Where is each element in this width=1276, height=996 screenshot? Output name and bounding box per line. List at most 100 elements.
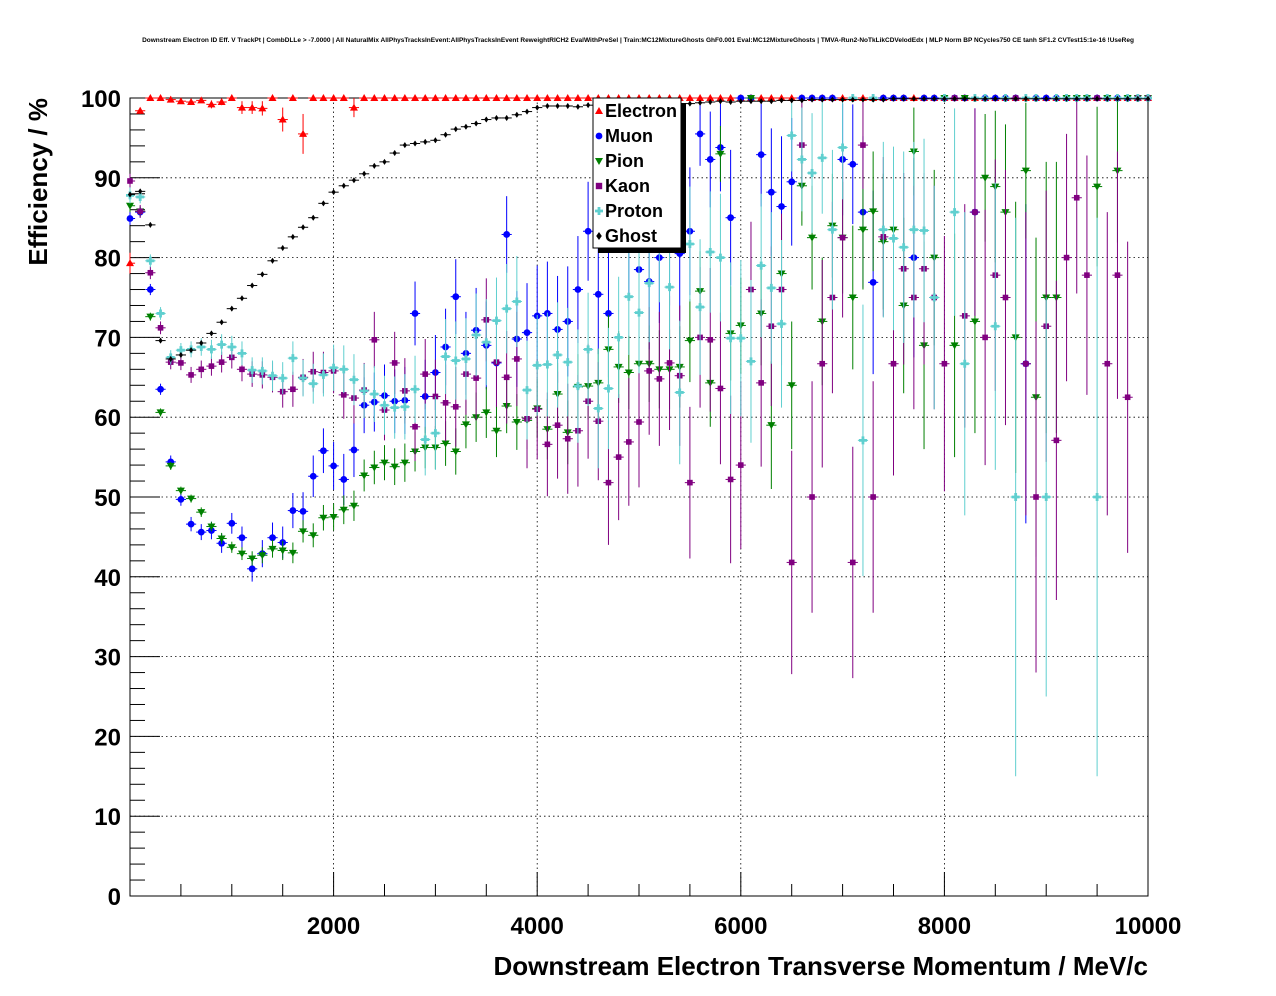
marker-triangle-down bbox=[258, 552, 267, 560]
marker-cross bbox=[899, 243, 908, 252]
data-point-proton bbox=[756, 193, 767, 338]
y-tick-label: 60 bbox=[94, 405, 121, 432]
data-point-electron bbox=[277, 107, 288, 132]
marker-triangle-down bbox=[787, 382, 796, 390]
marker-diamond bbox=[932, 95, 937, 102]
marker-triangle-down bbox=[217, 535, 226, 543]
marker-diamond bbox=[809, 96, 815, 103]
marker-diamond bbox=[1033, 95, 1039, 102]
data-point-proton bbox=[990, 182, 1001, 470]
data-point-proton bbox=[613, 276, 624, 399]
data-point-ghost bbox=[460, 123, 472, 130]
marker-square bbox=[687, 479, 693, 486]
data-point-ghost bbox=[990, 95, 1001, 102]
marker-triangle-up bbox=[207, 100, 216, 108]
marker-square bbox=[707, 336, 714, 343]
data-point-proton bbox=[796, 107, 807, 212]
marker-cross bbox=[736, 334, 745, 343]
marker-cross bbox=[777, 319, 786, 328]
legend: Electron Muon Pion Kaon Proton Ghost bbox=[592, 97, 686, 253]
data-point-proton bbox=[359, 363, 370, 418]
marker-square bbox=[422, 371, 429, 377]
marker-cross bbox=[584, 345, 593, 354]
marker-square bbox=[1073, 194, 1080, 201]
data-point-proton bbox=[399, 374, 410, 440]
data-point-ghost bbox=[918, 95, 930, 102]
y-tick-label: 80 bbox=[94, 246, 121, 273]
marker-circle bbox=[778, 203, 785, 210]
marker-triangle-up bbox=[156, 94, 165, 101]
data-point-proton bbox=[898, 151, 909, 343]
data-point-kaon bbox=[175, 355, 186, 371]
marker-triangle-up bbox=[543, 94, 552, 101]
data-point-proton bbox=[583, 292, 594, 407]
marker-square bbox=[788, 559, 795, 566]
marker-cross bbox=[1042, 493, 1051, 501]
marker-circle bbox=[309, 472, 317, 480]
data-point-ghost bbox=[257, 271, 268, 278]
data-point-ghost bbox=[420, 138, 431, 145]
data-point-electron bbox=[542, 94, 553, 101]
marker-circle bbox=[574, 286, 582, 293]
data-point-pion bbox=[297, 520, 309, 543]
marker-circle bbox=[330, 462, 337, 470]
marker-square bbox=[738, 462, 744, 468]
data-point-ghost bbox=[185, 347, 197, 354]
data-point-muon bbox=[308, 455, 319, 497]
marker-diamond bbox=[239, 295, 245, 302]
marker-square bbox=[982, 334, 988, 341]
marker-cross bbox=[909, 225, 918, 234]
data-point-pion bbox=[145, 312, 156, 321]
marker-triangle-up bbox=[197, 96, 206, 104]
data-point-proton bbox=[857, 304, 869, 577]
data-point-ghost bbox=[1112, 95, 1123, 102]
marker-cross bbox=[329, 363, 338, 372]
marker-diamond bbox=[789, 97, 794, 104]
data-point-ghost bbox=[247, 282, 258, 289]
y-tick-label: 10 bbox=[94, 804, 121, 831]
marker-cross bbox=[757, 261, 766, 270]
marker-cross bbox=[726, 334, 735, 343]
data-point-ghost bbox=[705, 98, 716, 105]
marker-diamond bbox=[138, 188, 143, 195]
marker-triangle-down bbox=[197, 509, 206, 517]
data-point-kaon bbox=[185, 366, 197, 383]
data-point-ghost bbox=[969, 95, 981, 102]
marker-circle bbox=[146, 286, 154, 293]
data-point-proton bbox=[572, 329, 584, 443]
marker-triangle-up bbox=[472, 94, 481, 101]
marker-cross bbox=[675, 388, 684, 397]
marker-circle bbox=[228, 519, 236, 527]
marker-triangle-down bbox=[1021, 167, 1030, 175]
data-point-electron bbox=[440, 94, 451, 101]
marker-square bbox=[371, 336, 378, 343]
axis-ticks: 2000 4000 6000 8000 10000 0 10 20 30 40 50 60 70 80 90… bbox=[81, 86, 1181, 940]
marker-circle bbox=[869, 278, 877, 286]
marker-diamond bbox=[433, 137, 438, 144]
data-point-kaon bbox=[817, 259, 828, 468]
marker-circle bbox=[523, 329, 531, 337]
marker-cross bbox=[645, 279, 654, 288]
data-point-ghost bbox=[1051, 95, 1062, 102]
marker-diamond bbox=[881, 96, 886, 103]
marker-square bbox=[218, 359, 225, 365]
x-tick-label: 10000 bbox=[1115, 913, 1182, 940]
marker-cross bbox=[299, 374, 308, 383]
marker-triangle-down bbox=[146, 313, 155, 321]
data-point-muon bbox=[236, 526, 248, 549]
marker-cross bbox=[421, 435, 430, 444]
data-point-proton bbox=[603, 327, 614, 450]
data-point-pion bbox=[369, 450, 380, 485]
marker-triangle-up bbox=[309, 94, 318, 101]
data-point-ghost bbox=[542, 102, 553, 109]
marker-triangle-up bbox=[370, 94, 379, 101]
marker-triangle-down bbox=[288, 549, 297, 557]
data-point-proton bbox=[959, 212, 970, 516]
data-point-pion bbox=[328, 503, 339, 531]
marker-diamond bbox=[830, 96, 835, 103]
y-axis-title: Efficiency / % bbox=[23, 98, 53, 266]
data-point-proton bbox=[918, 138, 930, 323]
marker-cross bbox=[828, 225, 837, 234]
data-point-proton bbox=[318, 353, 329, 397]
